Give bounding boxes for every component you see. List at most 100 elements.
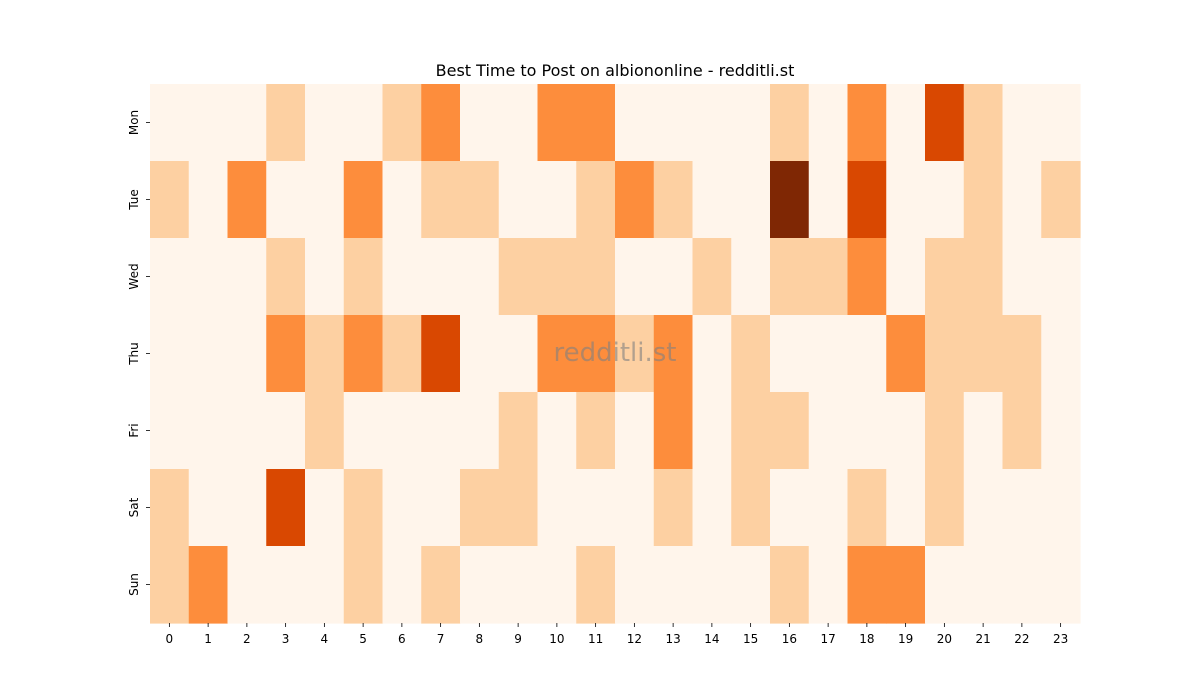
heatmap-cell-sat-1 xyxy=(188,469,229,547)
x-tick-label: 17 xyxy=(820,632,835,646)
heatmap-cell-tue-0 xyxy=(150,161,190,239)
heatmap-cell-mon-8 xyxy=(460,84,500,162)
heatmap-cell-sat-3 xyxy=(266,469,306,547)
x-tick-label: 9 xyxy=(514,632,522,646)
heatmap-cell-sat-12 xyxy=(615,469,655,547)
x-tick-label: 23 xyxy=(1053,632,1068,646)
heatmap-cell-thu-4 xyxy=(305,315,345,393)
heatmap-cell-fri-3 xyxy=(266,392,306,470)
heatmap-cell-fri-10 xyxy=(537,392,577,470)
heatmap-cell-fri-23 xyxy=(1041,392,1081,470)
y-tick-label: Sat xyxy=(127,497,141,517)
heatmap-cell-mon-22 xyxy=(1002,84,1042,162)
heatmap-cell-wed-23 xyxy=(1041,238,1081,316)
x-tick-label: 18 xyxy=(859,632,874,646)
x-tick-label: 16 xyxy=(782,632,797,646)
heatmap-cell-wed-6 xyxy=(382,238,422,316)
heatmap-cell-tue-16 xyxy=(770,161,810,239)
heatmap-cell-mon-1 xyxy=(188,84,229,162)
heatmap-cell-fri-8 xyxy=(460,392,500,470)
heatmap-cell-mon-17 xyxy=(808,84,849,162)
heatmap-cell-sat-5 xyxy=(343,469,384,547)
heatmap-cell-wed-16 xyxy=(770,238,810,316)
heatmap-cell-tue-4 xyxy=(305,161,345,239)
heatmap-cell-wed-13 xyxy=(653,238,694,316)
heatmap-cell-mon-14 xyxy=(692,84,732,162)
heatmap-cell-thu-1 xyxy=(188,315,229,393)
heatmap-cell-sat-6 xyxy=(382,469,422,547)
y-tick-label: Tue xyxy=(127,189,141,211)
heatmap-cell-thu-9 xyxy=(498,315,539,393)
heatmap-cell-fri-19 xyxy=(886,392,926,470)
heatmap-cell-fri-18 xyxy=(847,392,887,470)
heatmap-cell-thu-20 xyxy=(925,315,965,393)
heatmap-cell-tue-19 xyxy=(886,161,926,239)
heatmap-cell-mon-6 xyxy=(382,84,422,162)
heatmap-cell-sun-14 xyxy=(692,546,732,624)
x-tick-label: 7 xyxy=(437,632,445,646)
heatmap-cell-sun-4 xyxy=(305,546,345,624)
heatmap-cell-sat-20 xyxy=(925,469,965,547)
y-axis: Mon Tue Wed Thu Fri Sat Sun xyxy=(127,110,150,596)
x-tick-label: 11 xyxy=(588,632,603,646)
heatmap-cell-wed-11 xyxy=(576,238,616,316)
heatmap-cell-wed-2 xyxy=(227,238,267,316)
heatmap-cell-sun-3 xyxy=(266,546,306,624)
heatmap-cell-fri-15 xyxy=(731,392,771,470)
x-tick-label: 1 xyxy=(204,632,212,646)
heatmap-cell-mon-7 xyxy=(421,84,461,162)
heatmap-cell-sun-22 xyxy=(1002,546,1042,624)
heatmap-cell-wed-18 xyxy=(847,238,887,316)
heatmap-cell-fri-20 xyxy=(925,392,965,470)
heatmap-cell-wed-0 xyxy=(150,238,190,316)
heatmap-cell-wed-20 xyxy=(925,238,965,316)
heatmap-cell-tue-9 xyxy=(498,161,539,239)
heatmap-cell-tue-14 xyxy=(692,161,732,239)
x-tick-label: 20 xyxy=(937,632,952,646)
x-tick-label: 22 xyxy=(1014,632,1029,646)
heatmap-cell-sat-19 xyxy=(886,469,926,547)
x-tick-label: 5 xyxy=(359,632,367,646)
heatmap-cell-sun-18 xyxy=(847,546,887,624)
heatmap-cell-sat-16 xyxy=(770,469,810,547)
y-tick-label: Thu xyxy=(127,342,141,366)
heatmap-cell-sat-9 xyxy=(498,469,539,547)
heatmap-cell-sun-17 xyxy=(808,546,849,624)
heatmap-cell-sun-6 xyxy=(382,546,422,624)
heatmap-cell-fri-17 xyxy=(808,392,849,470)
heatmap-cell-wed-4 xyxy=(305,238,345,316)
x-tick-label: 19 xyxy=(898,632,913,646)
heatmap-cell-sun-23 xyxy=(1041,546,1081,624)
heatmap-cell-sun-21 xyxy=(963,546,1004,624)
heatmap-cell-wed-14 xyxy=(692,238,732,316)
heatmap-cell-thu-13 xyxy=(653,315,694,393)
heatmap-cell-sun-2 xyxy=(227,546,267,624)
heatmap-cell-sat-7 xyxy=(421,469,461,547)
heatmap-cell-tue-3 xyxy=(266,161,306,239)
heatmap-cell-thu-19 xyxy=(886,315,926,393)
heatmap-cell-sat-23 xyxy=(1041,469,1081,547)
heatmap-cell-mon-10 xyxy=(537,84,577,162)
heatmap-cell-thu-21 xyxy=(963,315,1004,393)
heatmap-cell-sat-13 xyxy=(653,469,694,547)
heatmap-cell-sun-7 xyxy=(421,546,461,624)
heatmap-cell-fri-16 xyxy=(770,392,810,470)
x-tick-label: 15 xyxy=(743,632,758,646)
x-tick-label: 21 xyxy=(975,632,990,646)
heatmap-cell-sun-9 xyxy=(498,546,539,624)
heatmap-cell-fri-14 xyxy=(692,392,732,470)
heatmap-cell-tue-17 xyxy=(808,161,849,239)
heatmap-cell-sun-5 xyxy=(343,546,384,624)
heatmap-cell-thu-10 xyxy=(537,315,577,393)
heatmap-cell-mon-13 xyxy=(653,84,694,162)
heatmap-cell-wed-10 xyxy=(537,238,577,316)
heatmap-cell-mon-15 xyxy=(731,84,771,162)
heatmap-cell-mon-16 xyxy=(770,84,810,162)
heatmap-cell-fri-0 xyxy=(150,392,190,470)
heatmap-cell-tue-7 xyxy=(421,161,461,239)
x-tick-label: 14 xyxy=(704,632,719,646)
heatmap-cell-tue-22 xyxy=(1002,161,1042,239)
heatmap-cell-mon-4 xyxy=(305,84,345,162)
y-tick-label: Sun xyxy=(127,573,141,596)
heatmap-cell-sun-16 xyxy=(770,546,810,624)
